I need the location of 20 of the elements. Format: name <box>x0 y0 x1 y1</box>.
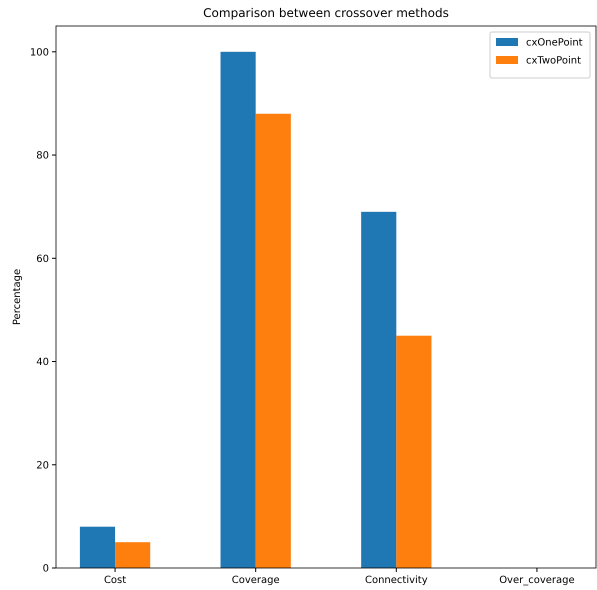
y-tick-label: 60 <box>36 254 49 265</box>
x-tick-label: Coverage <box>232 575 280 586</box>
y-tick-label: 80 <box>36 150 49 162</box>
legend-label: cxOnePoint <box>526 38 583 48</box>
x-tick-label: Cost <box>104 575 126 586</box>
bar <box>115 542 150 568</box>
bar <box>80 526 116 568</box>
y-tick-label: 0 <box>42 564 49 574</box>
y-axis-title: Percentage <box>12 268 23 326</box>
bar <box>396 336 432 568</box>
legend-label: cxTwoPoint <box>526 56 582 66</box>
bar <box>361 212 396 568</box>
bar <box>220 52 256 568</box>
y-tick-label: 100 <box>30 47 49 58</box>
y-tick-label: 20 <box>36 460 49 472</box>
x-tick-label: Connectivity <box>364 575 428 586</box>
x-tick-label: Over_coverage <box>499 575 575 586</box>
bar <box>256 114 291 568</box>
y-tick-label: 40 <box>36 357 49 368</box>
chart-title: Comparison between crossover methods <box>203 6 449 20</box>
